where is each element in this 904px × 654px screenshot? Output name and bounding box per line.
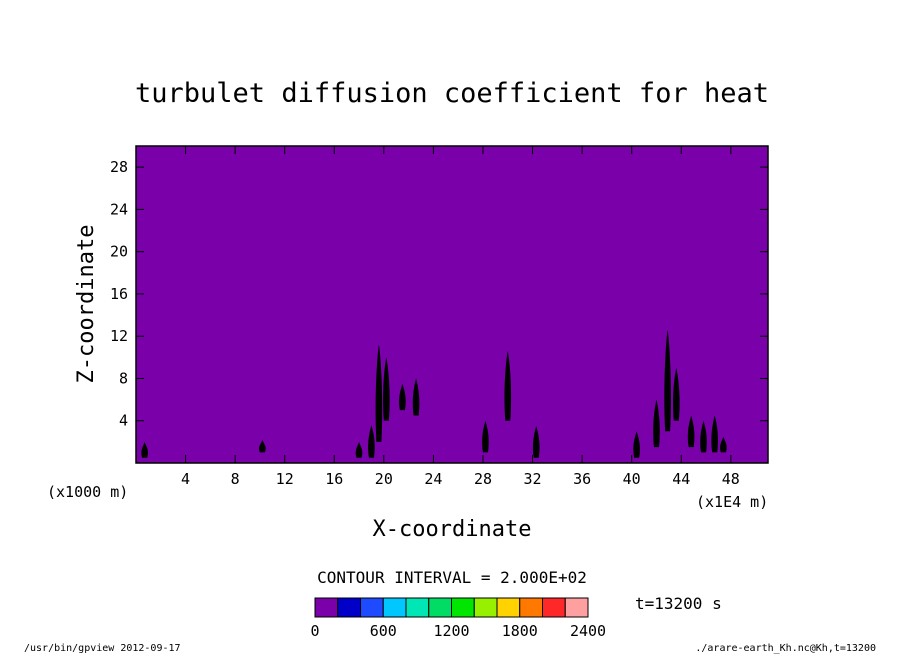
chart-title: turbulet diffusion coefficient for heat <box>135 78 769 109</box>
x-ticks: 4 8 12 16 20 24 28 32 36 40 44 48 <box>181 146 740 488</box>
turbulent-region <box>711 415 719 453</box>
turbulent-region <box>375 344 383 442</box>
colorbar-swatch <box>382 597 407 618</box>
y-tick-label: 12 <box>110 327 128 345</box>
x-tick-label: 12 <box>276 470 294 488</box>
plot-frame <box>135 145 769 464</box>
x-tick-label: 28 <box>474 470 492 488</box>
colorbar-tick-label: 600 <box>370 622 397 640</box>
y-tick-label: 4 <box>119 412 128 430</box>
colorbar: 0 600 1200 1800 2400 <box>310 597 606 640</box>
turbulent-region <box>633 431 640 458</box>
x-tick-label: 40 <box>623 470 641 488</box>
turbulent-region <box>259 439 266 453</box>
colorbar-swatch <box>451 597 475 618</box>
turbulent-region <box>355 441 363 458</box>
colorbar-swatch <box>405 597 430 618</box>
turbulent-region <box>720 436 727 453</box>
y-tick-label: 8 <box>119 369 128 387</box>
x-unit-left: (x1000 m) <box>47 483 128 501</box>
colorbar-swatch <box>496 597 521 618</box>
turbulent-region <box>383 357 390 421</box>
turbulent-region <box>504 350 512 421</box>
colorbar-tick-label: 2400 <box>570 622 606 640</box>
x-tick-label: 8 <box>231 470 240 488</box>
x-tick-label: 4 <box>181 470 190 488</box>
plot-area <box>136 146 768 463</box>
colorbar-swatch <box>337 597 361 618</box>
turbulent-region <box>664 329 671 432</box>
turbulent-regions <box>141 329 727 458</box>
x-tick-label: 36 <box>573 470 591 488</box>
turbulent-region <box>399 383 406 411</box>
y-tick-label: 24 <box>110 200 128 218</box>
colorbar-tick-label: 0 <box>310 622 319 640</box>
colorbar-tick-label: 1800 <box>502 622 538 640</box>
x-tick-label: 32 <box>524 470 542 488</box>
y-tick-label: 28 <box>110 158 128 176</box>
turbulent-region <box>368 424 375 458</box>
turbulent-region <box>672 367 680 421</box>
footer-left: /usr/bin/gpview 2012-09-17 <box>24 643 181 654</box>
colorbar-swatch <box>519 597 543 618</box>
turbulent-region <box>653 399 660 448</box>
colorbar-swatch <box>542 597 566 618</box>
x-tick-label: 48 <box>722 470 740 488</box>
y-tick-label: 20 <box>110 243 128 261</box>
colorbar-swatch <box>428 597 452 618</box>
y-axis-label: Z-coordinate <box>74 225 99 384</box>
colorbar-tick-label: 1200 <box>433 622 469 640</box>
turbulent-region <box>482 420 489 453</box>
footer-right: ./arare-earth_Kh.nc@Kh,t=13200 <box>695 643 876 654</box>
turbulent-region <box>687 415 695 448</box>
time-label: t=13200 s <box>635 594 722 613</box>
x-tick-label: 24 <box>424 470 442 488</box>
contour-interval-label: CONTOUR INTERVAL = 2.000E+02 <box>317 568 587 587</box>
x-axis-label: X-coordinate <box>373 517 532 542</box>
x-unit-right: (x1E4 m) <box>696 493 768 511</box>
colorbar-swatch <box>564 597 589 618</box>
turbulent-region <box>700 420 707 453</box>
turbulent-region <box>532 426 540 458</box>
y-tick-label: 16 <box>110 285 128 303</box>
turbulent-region <box>141 441 148 458</box>
y-ticks: 4 8 12 16 20 24 28 <box>110 158 768 430</box>
colorbar-swatch <box>360 597 384 618</box>
x-tick-label: 20 <box>375 470 393 488</box>
colorbar-swatch <box>314 597 339 618</box>
turbulent-region <box>412 378 420 416</box>
colorbar-swatch <box>473 597 498 618</box>
x-tick-label: 16 <box>325 470 343 488</box>
x-tick-label: 44 <box>672 470 690 488</box>
